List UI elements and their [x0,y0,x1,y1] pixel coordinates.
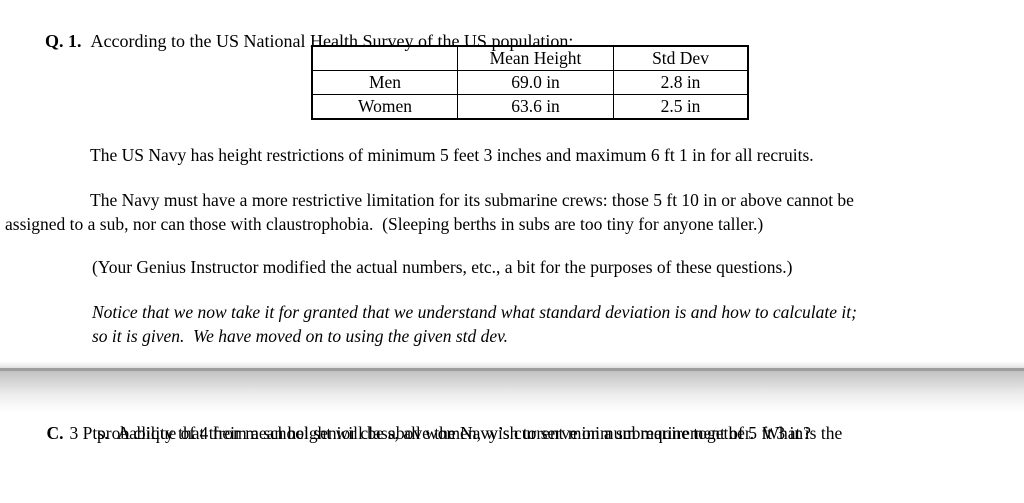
paragraph-instructor-note: (Your Genius Instructor modified the act… [92,257,793,277]
question-heading: Q. 1. According to the US National Health… [27,5,573,77]
cell-group-women: Women [311,94,458,120]
section-divider-fade [0,371,1024,413]
part-c-line1-text: A clique of 4 from a school senior class… [117,423,843,443]
cell-std-men: 2.8 in [613,70,749,95]
notice-line2: so it is given. We have moved on to usin… [92,326,509,346]
part-c-line2: probability that their mean height will … [97,423,811,443]
section-divider-top-shade [0,361,1024,368]
paragraph-navy-restrictions: The US Navy has height restrictions of m… [90,145,814,165]
cell-std-women: 2.5 in [613,94,749,120]
question-number: Q. 1. [45,31,82,51]
paragraph-submarine-line2: assigned to a sub, nor can those with cl… [5,214,764,234]
table-header-row: Mean Height Std Dev [311,45,749,71]
cell-group-men: Men [311,70,458,95]
table-row-men: Men 69.0 in 2.8 in [311,70,749,95]
notice-line1: Notice that we now take it for granted t… [92,302,857,322]
table-row-women: Women 63.6 in 2.5 in [311,94,749,120]
part-c-points: 3 Pts. [69,423,109,443]
section-divider-line [0,368,1024,371]
part-c-line1: C. 3 Pts. A clique of 4 from a school seni… [29,397,843,469]
header-mean-height: Mean Height [457,45,614,71]
cell-mean-men: 69.0 in [457,70,614,95]
part-c-label: C. [46,423,64,443]
cell-mean-women: 63.6 in [457,94,614,120]
height-stats-table: Mean Height Std Dev Men 69.0 in 2.8 in W… [311,45,749,120]
question-intro-text: According to the US National Health Surv… [90,31,574,51]
header-group [311,45,458,71]
paragraph-submarine-line1: The Navy must have a more restrictive li… [90,190,854,210]
header-std-dev: Std Dev [613,45,749,71]
